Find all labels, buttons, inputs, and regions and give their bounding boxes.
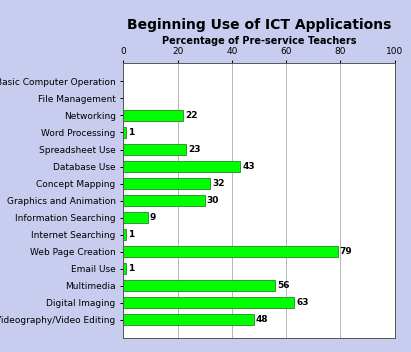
Bar: [123, 178, 210, 189]
Bar: [123, 280, 275, 291]
Text: 22: 22: [185, 111, 198, 120]
X-axis label: Percentage of Pre-service Teachers: Percentage of Pre-service Teachers: [162, 36, 356, 46]
Text: 32: 32: [212, 179, 225, 188]
Bar: [123, 314, 254, 326]
Text: 43: 43: [242, 162, 255, 171]
Bar: [123, 195, 205, 206]
Bar: [123, 229, 126, 240]
Text: 1: 1: [128, 230, 134, 239]
Text: 63: 63: [296, 298, 309, 307]
Bar: [123, 212, 148, 223]
Text: 56: 56: [277, 281, 290, 290]
Bar: [123, 263, 126, 274]
Bar: [123, 297, 294, 308]
Bar: [123, 127, 126, 138]
Text: 1: 1: [128, 128, 134, 137]
Bar: [123, 161, 240, 172]
Text: 48: 48: [256, 315, 268, 325]
Bar: [123, 246, 337, 257]
Bar: [123, 110, 183, 121]
Bar: [123, 144, 186, 155]
Text: 1: 1: [128, 264, 134, 273]
Text: 23: 23: [188, 145, 200, 154]
Title: Beginning Use of ICT Applications: Beginning Use of ICT Applications: [127, 18, 391, 32]
Text: 79: 79: [340, 247, 353, 256]
Text: 30: 30: [207, 196, 219, 205]
Text: 9: 9: [150, 213, 156, 222]
